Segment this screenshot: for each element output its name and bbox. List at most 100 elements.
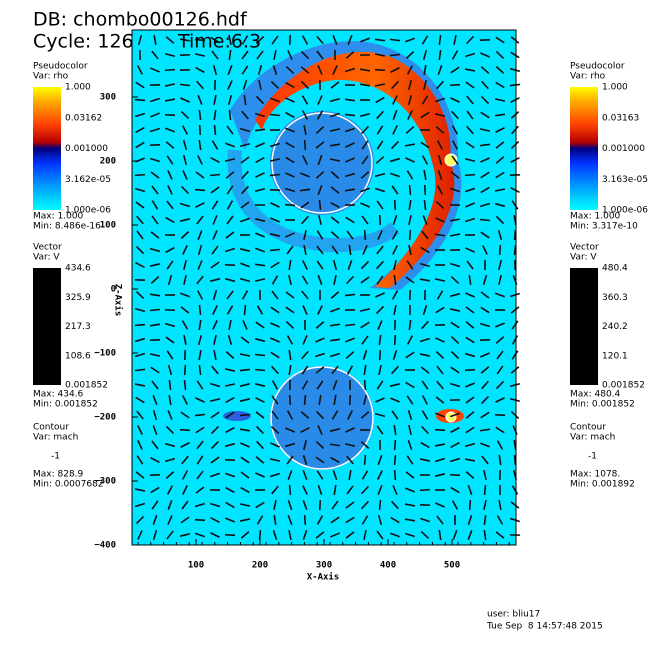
vector-arrow [305, 395, 306, 405]
y-tick-label: −100 [94, 349, 116, 359]
colorbar-label: 0.001000 [602, 144, 645, 154]
vector-arrow [270, 115, 280, 116]
legend-var: Var: V [570, 253, 597, 263]
colorbar-label: 1.000 [65, 83, 91, 93]
vector-arrow [210, 175, 220, 176]
vector-arrow [395, 440, 396, 450]
vector-arrow [195, 190, 205, 191]
vector-arrow [165, 310, 175, 311]
y-tick-label: 0 [111, 285, 116, 295]
vector-arrow [450, 475, 460, 476]
vector-arrow [290, 395, 291, 405]
colorbar-label: 0.03162 [65, 113, 102, 123]
vector-arrow [345, 294, 355, 295]
vector-bar [570, 268, 598, 385]
vector-arrow [135, 325, 145, 326]
legend-min: Min: 8.486e-16 [33, 222, 101, 232]
vector-arrow [180, 430, 190, 431]
vector-arrow [319, 200, 320, 210]
vector-arrow [395, 200, 396, 210]
x-tick-label: 500 [444, 561, 460, 571]
vector-arrow [305, 140, 306, 150]
legend-title: Pseudocolor [33, 62, 88, 72]
vector-arrow [305, 515, 306, 525]
x-tick-label: 200 [252, 561, 268, 571]
colorbar-label: 1.000 [602, 83, 628, 93]
legend-var: Var: mach [33, 433, 78, 443]
pseudocolor-bar [570, 87, 598, 210]
legend-max: Max: 1.000 [570, 212, 621, 222]
colorbar-label: 0.001000 [65, 144, 108, 154]
vector-arrow [365, 455, 366, 465]
legend-max: Max: 480.4 [570, 390, 621, 400]
colorbar-label: 434.6 [65, 264, 91, 274]
legend-min: Min: 0.001852 [33, 400, 98, 410]
vector-arrow [244, 305, 245, 315]
vector-arrow [195, 520, 205, 521]
legend-max: Max: 1078. [570, 470, 620, 480]
plot-area [132, 30, 520, 545]
vector-arrow [450, 85, 460, 86]
vector-bar [33, 268, 61, 385]
colorbar-label: 3.162e-05 [65, 175, 111, 185]
vector-arrow [270, 249, 280, 250]
x-tick-label: 400 [380, 561, 396, 571]
vector-arrow [320, 500, 321, 510]
vector-arrow [465, 175, 475, 176]
vector-arrow [270, 175, 280, 176]
db-title: DB: chombo00126.hdf [33, 9, 248, 31]
vector-arrow [510, 84, 520, 85]
time: Time:6.3 [177, 31, 261, 53]
vector-arrow [165, 70, 175, 71]
vector-arrow [375, 70, 385, 71]
footer-date: Tue Sep 8 14:57:48 2015 [486, 622, 603, 632]
legend-title: Contour [33, 423, 69, 433]
vector-arrow [500, 245, 501, 255]
colorbar-label: 108.6 [65, 351, 91, 361]
legend-var: Var: V [33, 253, 60, 263]
vector-arrow [240, 415, 250, 416]
legend-var: Var: rho [33, 72, 69, 82]
vector-arrow [465, 370, 475, 371]
y-tick-label: 300 [100, 93, 116, 103]
vector-arrow [255, 355, 265, 356]
vector-arrow [260, 530, 261, 540]
vector-arrow [365, 380, 366, 390]
vector-arrow [184, 380, 185, 390]
vector-arrow [470, 500, 471, 510]
vector-arrow [410, 185, 411, 195]
y-tick-label: −200 [94, 413, 116, 423]
legend-min: Min: 0.0007682 [33, 480, 104, 490]
y-tick-label: −400 [94, 541, 116, 551]
vector-arrow [485, 485, 486, 495]
vector-arrow [185, 365, 186, 375]
vector-arrow [395, 470, 396, 480]
colorbar-label: 120.1 [602, 351, 628, 361]
legend-min: Min: 0.001852 [570, 400, 635, 410]
vector-arrow [515, 455, 516, 465]
vector-arrow [150, 310, 160, 311]
legend-title: Contour [570, 423, 606, 433]
vector-arrow [435, 430, 445, 431]
vector-arrow [135, 100, 145, 101]
contour-level: -1 [51, 452, 60, 462]
vector-arrow [350, 395, 351, 405]
y-tick-label: 200 [100, 157, 116, 167]
vector-arrow [290, 35, 291, 45]
legend-max: Max: 1.000 [33, 212, 84, 222]
x-tick-label: 300 [316, 561, 332, 571]
legend-var: Var: rho [570, 72, 606, 82]
vector-arrow [395, 455, 396, 465]
vector-arrow [199, 305, 200, 315]
colorbar-label: 480.4 [602, 264, 628, 274]
y-tick-label: 100 [100, 221, 116, 231]
colorbar-label: 325.9 [65, 293, 91, 303]
legend-min: Min: 3.317e-10 [570, 222, 638, 232]
vector-arrow [379, 500, 380, 510]
vector-arrow [515, 230, 516, 240]
colorbar-label: 3.163e-05 [602, 175, 648, 185]
contour-level: -1 [588, 452, 597, 462]
colorbar-label: 360.3 [602, 293, 628, 303]
legend-var: Var: mach [570, 433, 615, 443]
